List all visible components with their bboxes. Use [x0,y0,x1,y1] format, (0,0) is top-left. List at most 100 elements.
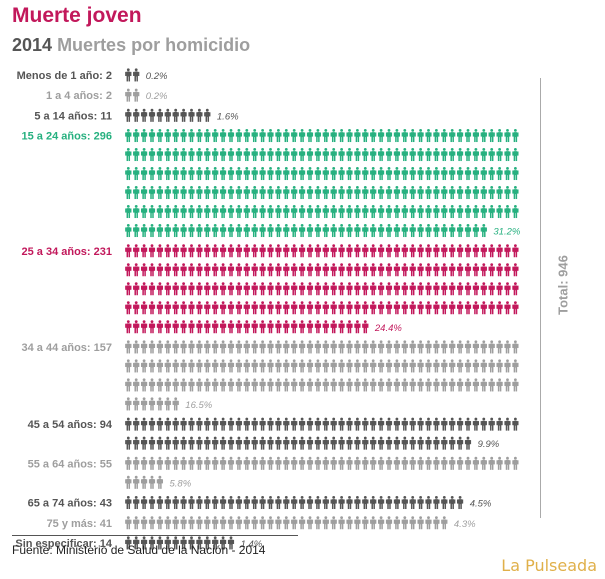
person-icon [488,263,495,277]
person-icon [140,301,148,315]
person-icon [346,244,353,258]
person-icon [133,320,140,334]
person-icon [212,496,219,510]
person-icon [504,263,511,277]
person-icon [275,340,282,354]
person-icon [314,516,322,530]
person-icon [393,129,401,143]
person-icon [464,263,472,277]
person-icon [125,516,132,530]
person-icon [393,224,401,238]
person-icon [480,148,487,162]
person-icon [496,359,503,373]
person-icon [314,224,322,238]
person-icon [330,496,337,510]
person-icon [385,301,393,315]
person-icon [354,148,361,162]
person-icon [472,244,480,258]
person-icon [385,244,393,258]
person-icon [433,516,440,530]
person-icon [338,205,345,219]
person-icon [417,263,424,277]
person-icon [417,436,424,450]
person-icon [267,167,274,181]
person-icon [456,496,464,510]
person-icon [140,475,148,489]
person-icon [306,244,314,258]
person-icon [283,129,290,143]
person-icon [306,496,314,510]
person-icon [133,88,140,102]
person-icon [212,516,219,530]
person-icon [227,320,235,334]
person-icon [449,263,456,277]
person-icon [401,263,408,277]
person-icon [338,244,345,258]
person-icon [338,129,345,143]
person-icon [164,282,171,296]
person-icon [362,359,369,373]
person-icon [385,378,393,392]
person-icon [219,186,227,200]
person-icon [259,436,266,450]
person-icon [314,301,322,315]
person-icon [464,244,472,258]
person-icon [227,496,235,510]
person-icon [180,186,187,200]
person-icon [370,205,377,219]
person-icon [298,244,306,258]
person-icon [512,456,519,470]
person-icon [417,129,424,143]
person-icon [441,167,448,181]
person-icon [219,359,227,373]
person-icon [417,282,424,296]
person-icon [204,320,211,334]
person-icon [204,496,211,510]
person-icon [219,516,227,530]
person-icon [314,320,322,334]
person-icon [212,167,219,181]
group-label: 15 a 24 años: 296 [21,131,112,143]
person-icon [275,320,282,334]
person-icon [125,129,132,143]
person-icon [180,340,187,354]
person-icon [330,417,337,431]
person-icon [441,148,448,162]
person-icon [251,359,258,373]
person-icon [212,205,219,219]
person-icon [425,129,432,143]
person-icon [322,205,329,219]
person-icon [125,320,132,334]
person-icon [496,282,503,296]
person-icon [480,186,487,200]
person-icon [291,436,298,450]
person-icon [370,167,377,181]
person-icon [401,282,408,296]
person-icon [377,359,385,373]
person-icon [243,244,250,258]
person-icon [188,340,195,354]
person-icon [180,129,187,143]
person-icon [125,263,132,277]
group-label: Menos de 1 año: 2 [17,70,112,82]
person-icon [472,263,480,277]
person-icon [330,456,337,470]
person-icon [425,167,432,181]
person-icon [172,397,179,411]
percent-label: 0.2% [146,91,168,102]
person-icon [235,340,243,354]
person-icon [385,282,393,296]
person-icon [188,205,195,219]
person-icon [243,359,250,373]
person-icon [180,417,187,431]
person-icon [322,496,329,510]
percent-label: 4.5% [470,499,492,510]
person-icon [306,282,314,296]
person-icon [172,148,179,162]
person-icon [306,167,314,181]
person-icon [259,496,266,510]
person-icon [472,205,480,219]
person-icon [172,496,179,510]
person-icon [480,359,487,373]
group-3: 15 a 24 años: 296 31.2% [21,129,521,238]
